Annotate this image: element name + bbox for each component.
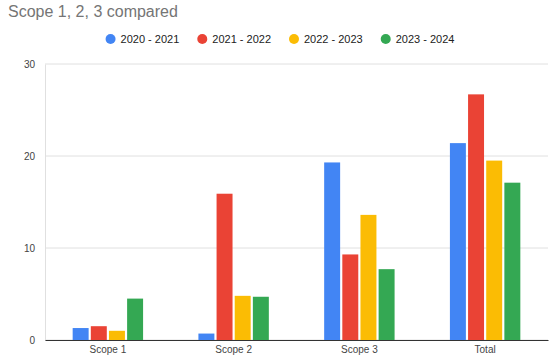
series [127, 183, 520, 340]
chart: Scope 1, 2, 3 compared 2020 - 2021 2021 - … [0, 0, 560, 360]
tick: 20 [24, 151, 45, 162]
legend-label: 2020 - 2021 [121, 33, 180, 45]
legend-label: 2021 - 2022 [212, 33, 271, 45]
tick-label: Scope 1 [90, 344, 127, 355]
bar [198, 334, 214, 340]
bar [217, 194, 233, 340]
grid [45, 64, 548, 340]
legend-swatch [381, 34, 391, 44]
series [109, 161, 502, 340]
tick: 10 [24, 243, 45, 254]
tick: 0 [29, 335, 45, 346]
legend-label: 2023 - 2024 [396, 33, 455, 45]
series [91, 94, 484, 340]
tick: Total [475, 340, 496, 355]
tick-label: Scope 3 [341, 344, 378, 355]
legend-item: 2023 - 2024 [381, 33, 455, 45]
bars [73, 94, 521, 340]
bar [324, 162, 340, 340]
legend-label: 2022 - 2023 [304, 33, 363, 45]
legend-item: 2020 - 2021 [106, 33, 180, 45]
tick-label: Scope 2 [215, 344, 252, 355]
bar [379, 269, 395, 340]
title: Scope 1, 2, 3 compared [8, 3, 178, 20]
axis-line [46, 340, 549, 341]
legend-swatch [197, 34, 207, 44]
bar [127, 299, 143, 340]
legend: 2020 - 2021 2021 - 2022 2022 - 2023 2023 - … [106, 33, 455, 45]
bar [468, 94, 484, 340]
bar [360, 215, 376, 340]
tick: Scope 1 [90, 340, 127, 355]
tick-label: 10 [24, 243, 36, 254]
bar [450, 143, 466, 340]
legend-item: 2022 - 2023 [289, 33, 363, 45]
tick-label: 0 [29, 335, 35, 346]
tick-label: Total [475, 344, 496, 355]
legend-swatch [289, 34, 299, 44]
bar [109, 331, 125, 340]
x-axis: Scope 1 Scope 2 Scope 3 Total [46, 340, 549, 355]
grid-line [45, 64, 548, 65]
tick: Scope 2 [215, 340, 252, 355]
bar [253, 297, 269, 340]
tick: Scope 3 [341, 340, 378, 355]
bar [235, 296, 251, 340]
bar [73, 328, 89, 340]
series [73, 143, 466, 340]
bar [342, 254, 358, 340]
bar [91, 326, 107, 340]
bar [486, 161, 502, 340]
plot-area: 0 10 20 30 Scope 1 Scope 2 Scope 3 Total [24, 59, 549, 355]
tick-label: 30 [24, 59, 36, 70]
y-axis: 0 10 20 30 [24, 59, 46, 346]
bar [504, 183, 520, 340]
tick: 30 [24, 59, 45, 70]
legend-item: 2021 - 2022 [197, 33, 271, 45]
legend-swatch [106, 34, 116, 44]
tick-label: 20 [24, 151, 36, 162]
axis-line [45, 65, 46, 341]
